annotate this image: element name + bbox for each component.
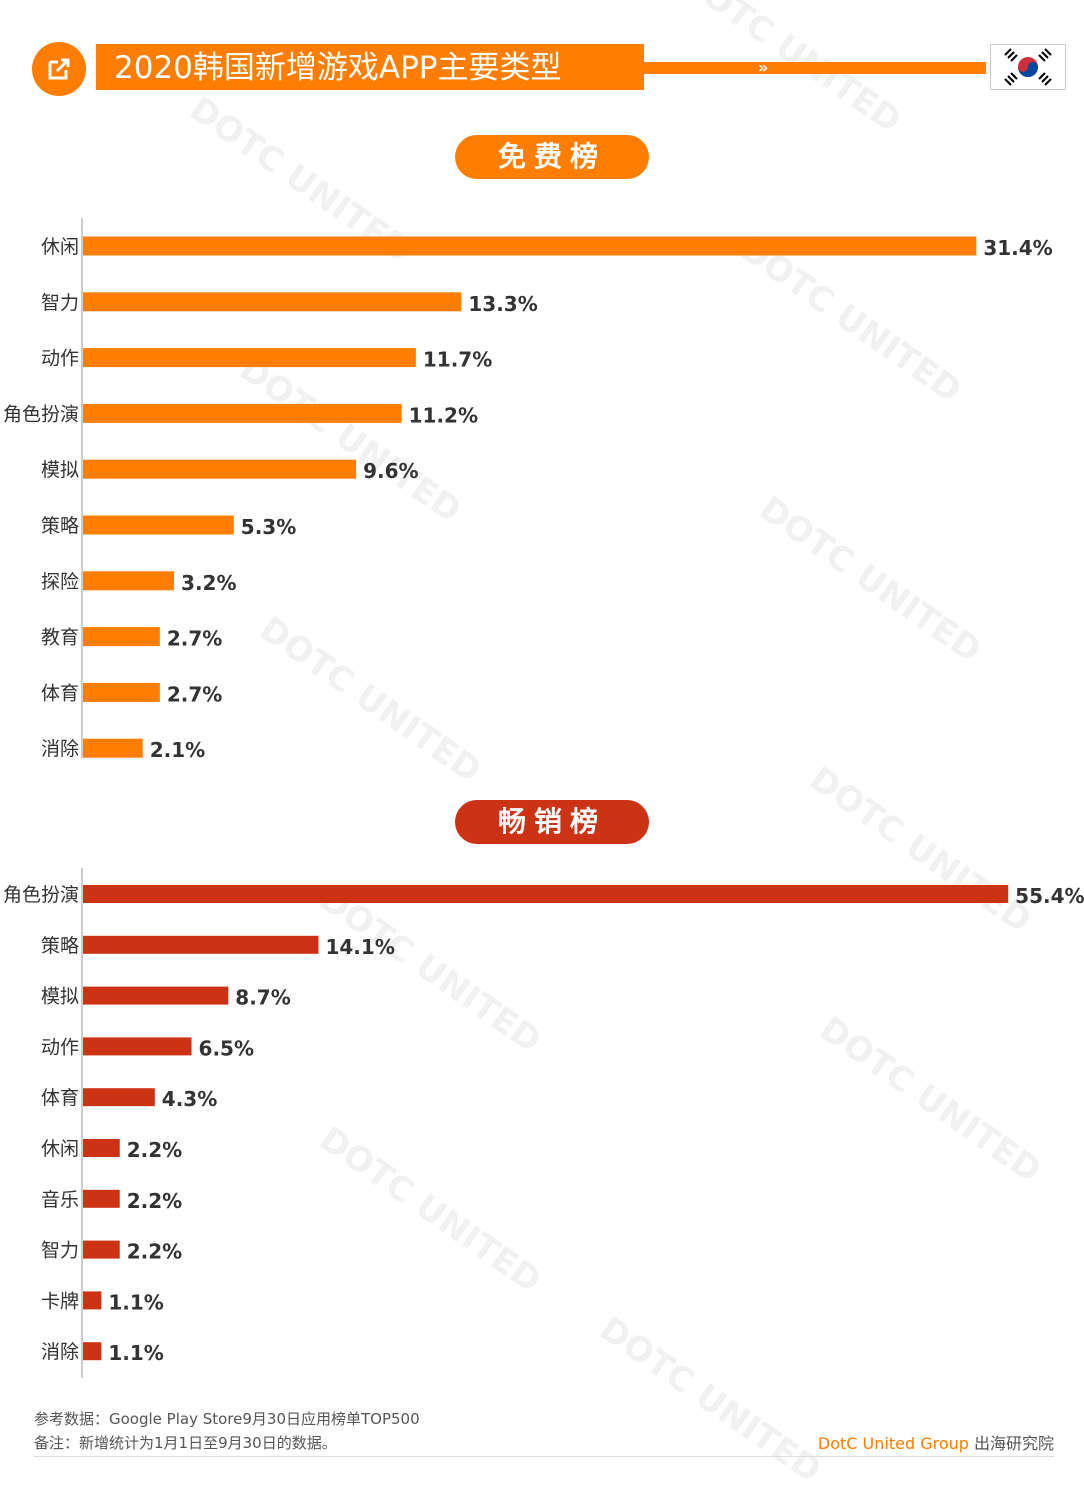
bar bbox=[83, 1189, 120, 1208]
bar bbox=[83, 459, 357, 479]
bar bbox=[83, 515, 234, 535]
free-chart: 休闲 31.4% 智力 13.3% 动作 11.7% 角色扮演 11.2% 模拟 9.6% 策略 5.… bbox=[0, 218, 1084, 780]
bar bbox=[83, 1088, 155, 1107]
value-label: 9.6% bbox=[363, 459, 418, 483]
bar bbox=[83, 738, 143, 758]
free-chart-svg: 休闲 31.4% 智力 13.3% 动作 11.7% 角色扮演 11.2% 模拟 9.6% 策略 5.… bbox=[3, 218, 1053, 762]
value-label: 4.3% bbox=[162, 1087, 217, 1111]
brand-name: DotC United Group bbox=[817, 1434, 969, 1453]
category-label: 动作 bbox=[41, 1036, 79, 1058]
value-label: 2.7% bbox=[167, 682, 222, 706]
bar bbox=[83, 236, 977, 256]
value-label: 2.2% bbox=[127, 1138, 182, 1162]
bar bbox=[83, 348, 416, 368]
bar bbox=[83, 403, 402, 423]
title-bar bbox=[96, 44, 644, 90]
category-label: 模拟 bbox=[41, 459, 79, 481]
free-chart-title: 免费榜 bbox=[455, 135, 649, 179]
bar bbox=[83, 627, 160, 647]
export-badge bbox=[32, 42, 86, 96]
value-label: 6.5% bbox=[199, 1036, 254, 1060]
brand-suffix: 出海研究院 bbox=[968, 1434, 1054, 1453]
value-label: 11.7% bbox=[423, 348, 492, 372]
category-label: 教育 bbox=[41, 627, 79, 649]
value-label: 2.2% bbox=[127, 1240, 182, 1264]
bar bbox=[83, 571, 175, 591]
category-label: 休闲 bbox=[41, 1138, 79, 1160]
value-label: 11.2% bbox=[409, 403, 478, 427]
category-label: 角色扮演 bbox=[3, 403, 79, 425]
grossing-chart-title: 畅销榜 bbox=[455, 800, 649, 844]
bar bbox=[83, 682, 160, 702]
remark-note: 备注：新增统计为1月1日至9月30日的数据。 bbox=[34, 1434, 337, 1452]
bar bbox=[83, 1139, 120, 1157]
category-label: 休闲 bbox=[41, 236, 79, 258]
category-label: 策略 bbox=[41, 935, 79, 957]
title-rule bbox=[644, 62, 986, 74]
bar bbox=[83, 986, 229, 1005]
category-label: 模拟 bbox=[41, 986, 79, 1008]
brand-credit: DotC United Group 出海研究院 bbox=[818, 1430, 1054, 1454]
value-label: 2.1% bbox=[150, 738, 205, 762]
category-label: 角色扮演 bbox=[3, 884, 79, 906]
value-label: 13.3% bbox=[468, 292, 537, 316]
category-label: 消除 bbox=[41, 738, 79, 760]
category-label: 卡牌 bbox=[41, 1290, 79, 1312]
bar bbox=[83, 1037, 192, 1056]
category-label: 智力 bbox=[41, 1240, 79, 1262]
bar bbox=[83, 1342, 102, 1361]
grossing-chart-svg: 角色扮演 55.4% 策略 14.1% 模拟 8.7% 动作 6.5% 体育 4.3% 休闲 2.2%… bbox=[3, 868, 1084, 1378]
value-label: 3.2% bbox=[181, 571, 236, 595]
category-label: 体育 bbox=[41, 682, 79, 704]
category-label: 消除 bbox=[41, 1341, 79, 1363]
bar bbox=[83, 935, 319, 954]
value-label: 2.2% bbox=[127, 1189, 182, 1213]
category-label: 策略 bbox=[41, 515, 79, 537]
category-label: 动作 bbox=[41, 348, 79, 370]
grossing-chart: 角色扮演 55.4% 策略 14.1% 模拟 8.7% 动作 6.5% 体育 4.3% 休闲 2.2%… bbox=[0, 868, 1084, 1388]
category-label: 智力 bbox=[41, 292, 79, 314]
page-title: 2020韩国新增游戏APP主要类型 bbox=[114, 50, 562, 86]
footer-divider bbox=[34, 1456, 1054, 1457]
category-label: 体育 bbox=[41, 1087, 79, 1109]
bar bbox=[83, 885, 1009, 903]
category-label: 音乐 bbox=[41, 1189, 79, 1211]
value-label: 55.4% bbox=[1015, 884, 1084, 908]
bar bbox=[83, 292, 462, 312]
south-korea-flag-icon bbox=[990, 44, 1066, 90]
export-icon bbox=[48, 58, 70, 80]
header: 2020韩国新增游戏APP主要类型 » bbox=[0, 0, 1084, 110]
value-label: 5.3% bbox=[241, 515, 296, 539]
value-label: 1.1% bbox=[108, 1341, 163, 1365]
category-label: 探险 bbox=[41, 571, 79, 593]
bar bbox=[83, 1240, 120, 1259]
value-label: 31.4% bbox=[983, 236, 1052, 260]
value-label: 2.7% bbox=[167, 627, 222, 651]
value-label: 14.1% bbox=[325, 935, 394, 959]
value-label: 1.1% bbox=[108, 1290, 163, 1314]
source-note: 参考数据：Google Play Store9月30日应用榜单TOP500 bbox=[34, 1410, 420, 1428]
bar bbox=[83, 1291, 102, 1310]
chevron-right-icon: » bbox=[758, 58, 769, 77]
value-label: 8.7% bbox=[235, 986, 290, 1010]
